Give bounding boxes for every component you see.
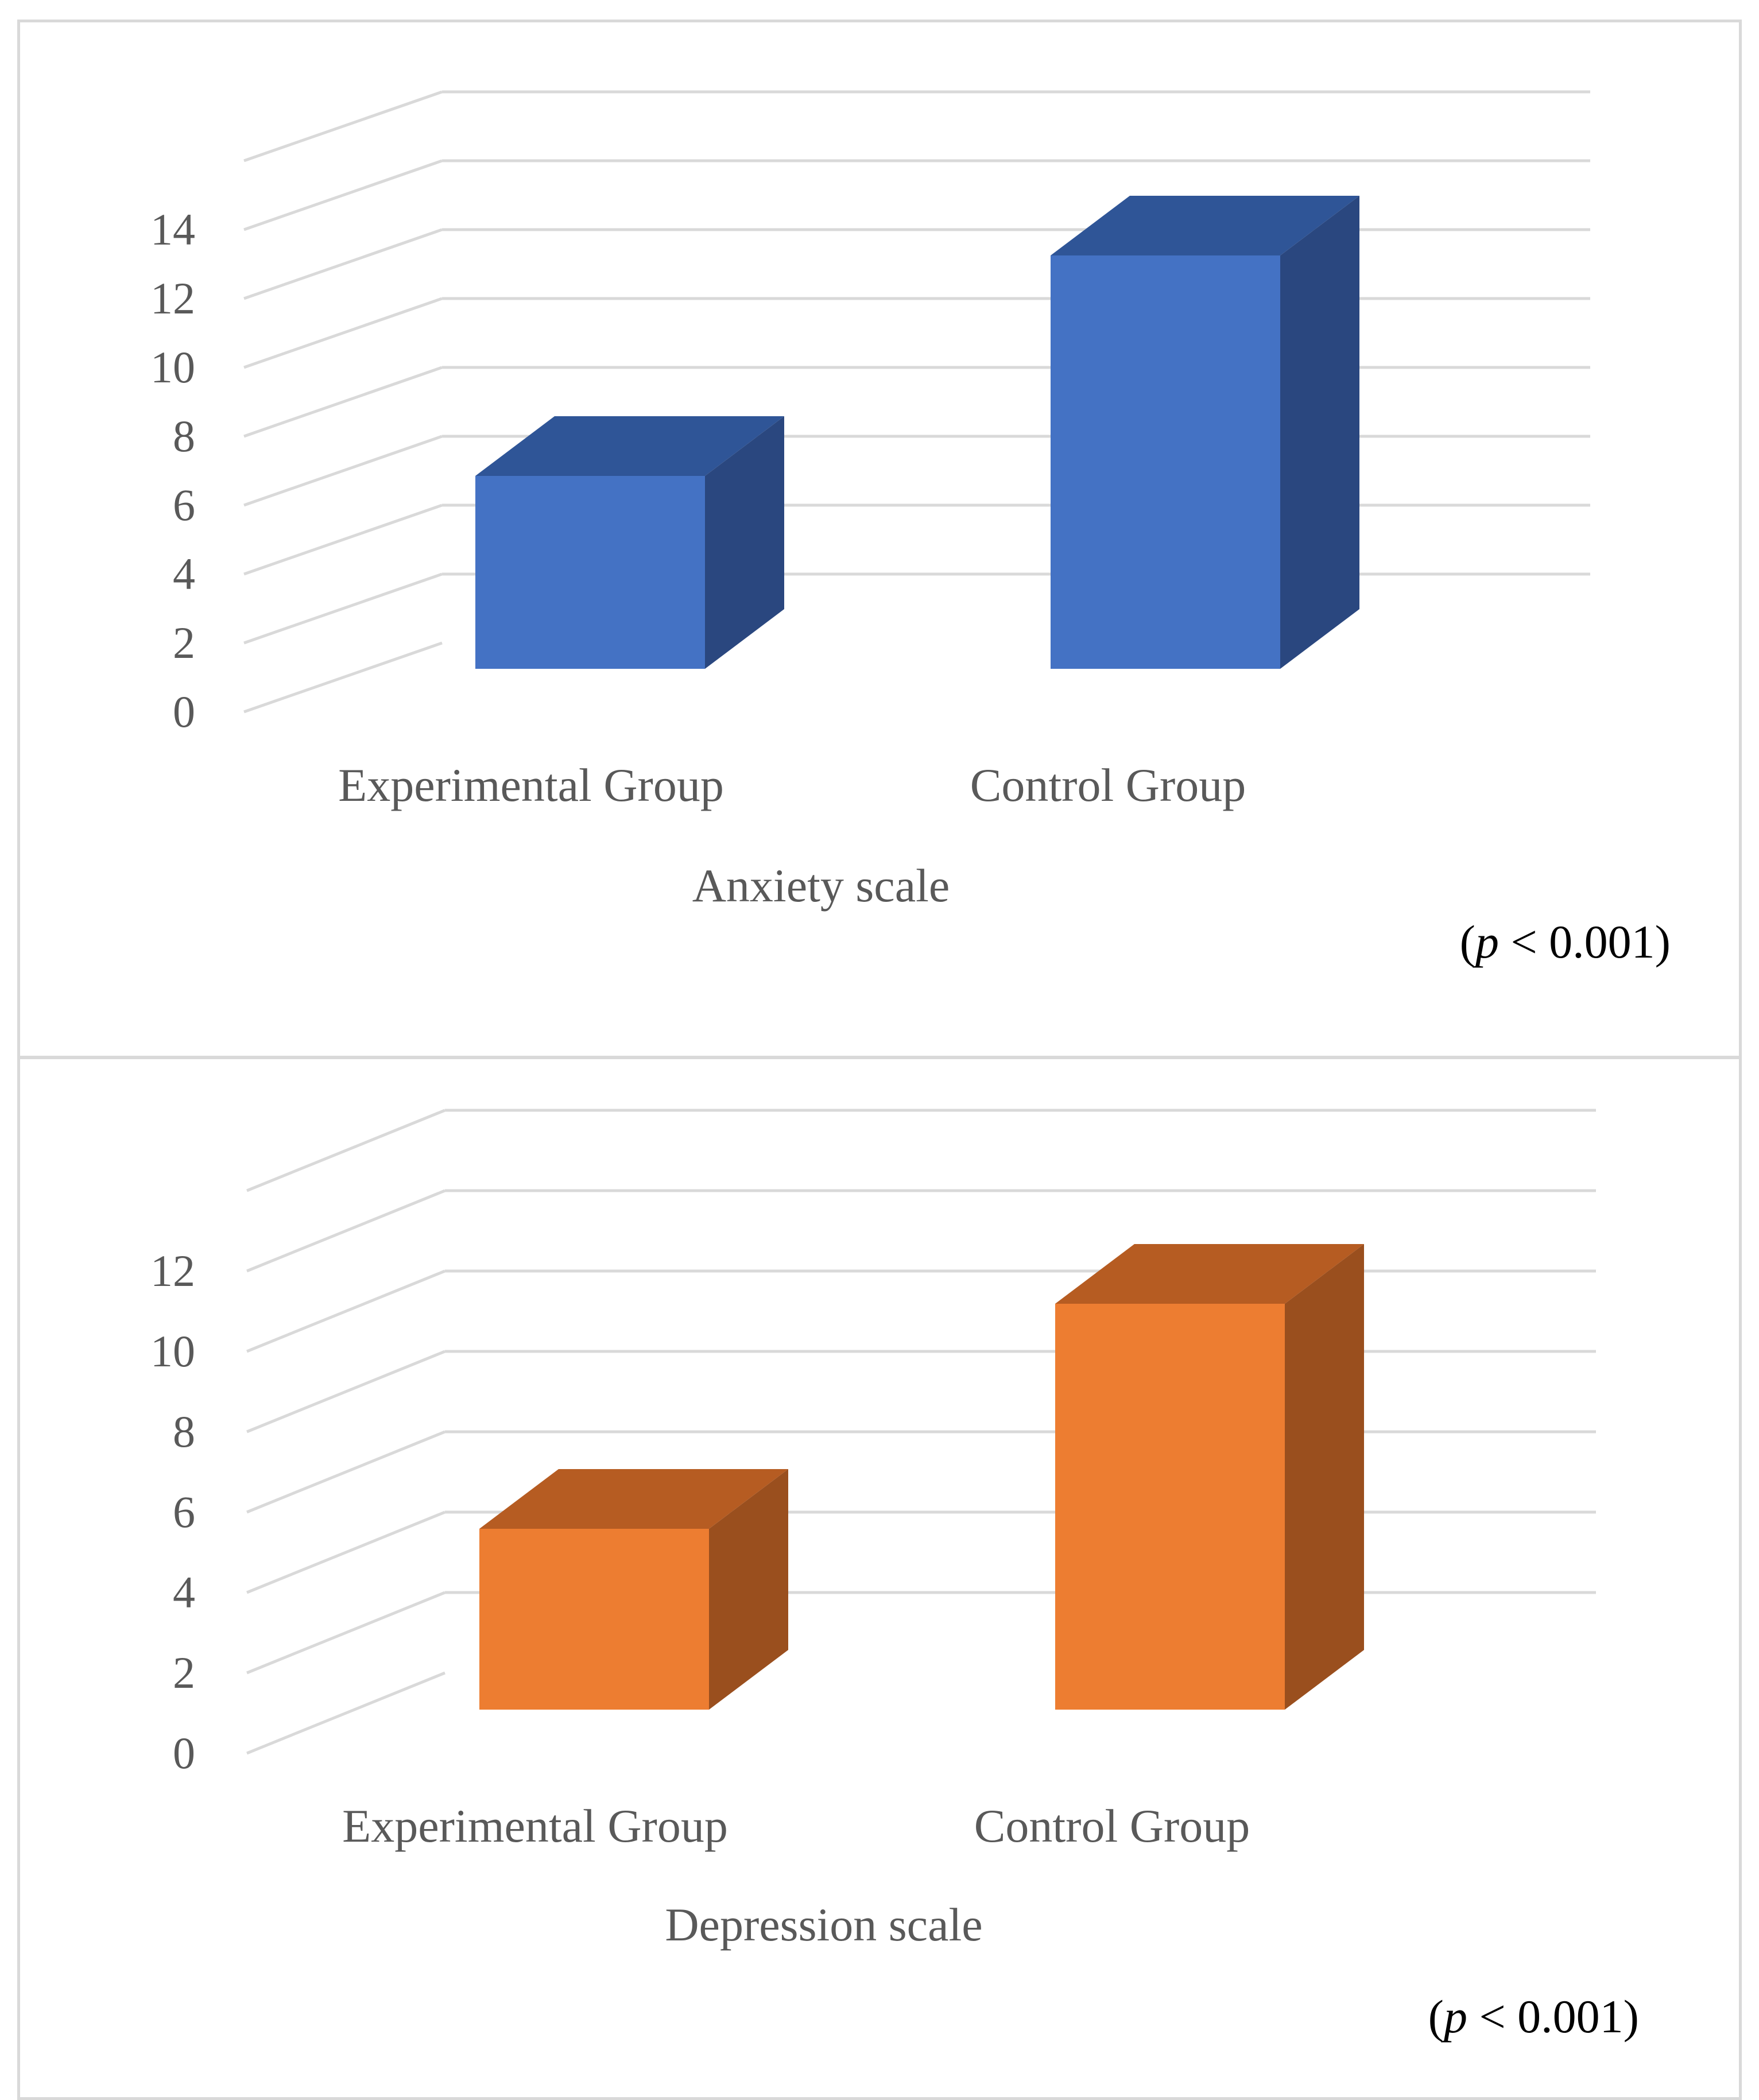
p-value-annotation: (p < 0.001) <box>1428 1990 1639 2043</box>
y-tick-label: 8 <box>173 1407 195 1456</box>
y-tick-label: 10 <box>150 1326 195 1376</box>
y-tick-label: 6 <box>173 480 195 530</box>
gridline-floor <box>243 228 443 300</box>
bar-side <box>1285 1244 1364 1710</box>
gridline-floor <box>246 1430 445 1514</box>
gridline-floor <box>246 1189 445 1273</box>
gridline-floor <box>246 1350 445 1433</box>
y-tick-label: 4 <box>173 549 195 599</box>
bar-top <box>1055 1244 1364 1304</box>
gridline-floor <box>246 1671 445 1755</box>
category-label: Experimental Group <box>342 1800 728 1852</box>
y-tick-label: 8 <box>173 411 195 461</box>
depression-chart: 0 2 4 6 8 10 12 Experimental Group Control Group… <box>150 1109 1639 2043</box>
y-tick-label: 10 <box>150 342 195 392</box>
y-tick-label: 14 <box>150 204 195 254</box>
gridline-floor <box>243 90 443 162</box>
anxiety-chart: 0 2 4 6 8 10 12 14 Experimental Group Control Gro… <box>150 90 1671 968</box>
gridline-floor <box>246 1591 445 1675</box>
x-axis-title: Depression scale <box>665 1898 982 1951</box>
bar-front <box>1055 1304 1285 1710</box>
y-tick-label: 4 <box>173 1567 195 1617</box>
y-tick-label: 0 <box>173 1728 195 1778</box>
gridline-floor <box>243 641 443 714</box>
gridline-floor <box>243 503 443 576</box>
gridline-floor <box>246 1510 445 1594</box>
p-value-annotation: (p < 0.001) <box>1460 916 1671 968</box>
gridline-floor <box>243 297 443 369</box>
y-tick-label: 2 <box>173 1648 195 1698</box>
gridline-floor <box>243 435 443 507</box>
y-tick-label: 2 <box>173 618 195 668</box>
bar <box>1055 1244 1364 1710</box>
anxiety-chart-panel <box>17 20 1742 1059</box>
category-label: Control Group <box>974 1800 1250 1852</box>
y-tick-label: 12 <box>150 1246 195 1296</box>
bar-top <box>475 416 784 476</box>
gridline-floor <box>243 572 443 645</box>
gridline-floor <box>246 1109 445 1192</box>
y-tick-label: 0 <box>173 687 195 737</box>
bar-front <box>1051 255 1280 669</box>
bar <box>479 1469 788 1710</box>
bar <box>475 416 784 669</box>
depression-chart-panel <box>17 1056 1742 2100</box>
bar-top <box>479 1469 788 1529</box>
bar-front <box>475 476 705 669</box>
category-label: Experimental Group <box>338 759 724 811</box>
x-axis-title: Anxiety scale <box>692 859 950 912</box>
category-label: Control Group <box>970 759 1246 811</box>
gridline-floor <box>246 1269 445 1353</box>
y-tick-label: 12 <box>150 273 195 323</box>
bar <box>1051 196 1359 669</box>
bar-front <box>479 1529 709 1710</box>
bar-side <box>709 1469 788 1710</box>
gridline-floor <box>243 159 443 231</box>
bar-side <box>1280 196 1359 669</box>
bar-side <box>705 416 784 669</box>
bar-top <box>1051 196 1359 255</box>
y-tick-label: 6 <box>173 1487 195 1537</box>
gridline-floor <box>243 366 443 438</box>
